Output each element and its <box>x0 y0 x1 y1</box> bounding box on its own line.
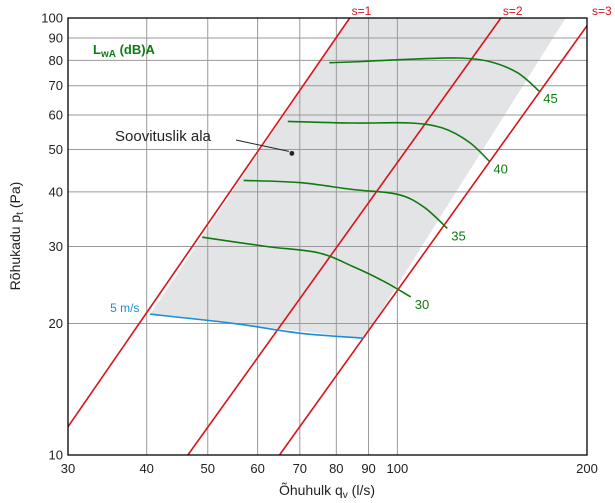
noise-level-label: 40 <box>493 161 507 176</box>
noise-level-label: 35 <box>451 228 465 243</box>
system-line-label: s=3 <box>592 4 612 18</box>
x-axis-title-unit: (l/s) <box>348 482 375 498</box>
y-axis-title-sub: t <box>15 212 26 215</box>
legend-title: LwA (dB)A <box>93 42 156 60</box>
y-tick-label: 70 <box>49 78 63 93</box>
x-tick-label: 60 <box>250 461 264 476</box>
velocity-label: 5 m/s <box>110 301 139 315</box>
legend-title-rest: (dB)A <box>116 42 156 57</box>
legend-title-sub: wA <box>100 49 116 60</box>
label-layer: s=1 s=2 s=3 45 40 35 30 5 m/s <box>110 4 612 315</box>
recommended-area-annotation: Soovituslik ala <box>115 128 212 145</box>
series-layer <box>68 18 587 455</box>
x-tick-label: 80 <box>329 461 343 476</box>
legend-title-main: L <box>93 42 101 57</box>
noise-level-label: 30 <box>415 297 429 312</box>
recommended-area-layer <box>150 18 566 339</box>
y-tick-label: 40 <box>49 184 63 199</box>
noise-curve-40 <box>287 120 490 162</box>
noise-level-label: 45 <box>543 91 557 106</box>
tick-label-layer: 30 40 50 60 70 80 90 100 200 10 20 30 40 50 60 70 80 90 10… <box>41 11 598 477</box>
y-tick-label: 60 <box>49 107 63 122</box>
y-axis-title: Rõhukadu pt (Pa) <box>7 182 26 291</box>
y-tick-label: 30 <box>49 239 63 254</box>
y-axis-title-main: Rõhukadu p <box>7 215 23 291</box>
y-tick-label: 100 <box>41 11 63 26</box>
noise-curve-30 <box>202 236 412 298</box>
x-axis-title-sub: v <box>343 490 348 501</box>
y-tick-label: 80 <box>49 53 63 68</box>
system-line-1 <box>68 18 351 428</box>
y-tick-label: 10 <box>49 448 63 463</box>
x-tick-label: 90 <box>361 461 375 476</box>
system-line-label: s=2 <box>503 4 523 18</box>
y-axis-title-unit: (Pa) <box>7 182 23 212</box>
annotation-leader-line <box>235 139 289 152</box>
grid-layer <box>68 18 587 455</box>
velocity-curve <box>150 313 365 339</box>
x-tick-label: 100 <box>387 461 409 476</box>
x-axis-title-main: Õhuhulk q <box>279 482 343 498</box>
x-tick-label: 30 <box>61 461 75 476</box>
system-line-label: s=1 <box>352 4 372 18</box>
recommended-area <box>150 18 566 339</box>
y-tick-label: 50 <box>49 142 63 157</box>
x-tick-label: 70 <box>293 461 307 476</box>
system-line-2 <box>187 18 502 455</box>
noise-curve-35 <box>243 179 448 229</box>
x-tick-label: 50 <box>201 461 215 476</box>
noise-curve-45 <box>329 57 540 92</box>
x-tick-label: 200 <box>576 461 598 476</box>
plot-frame <box>67 17 588 456</box>
x-tick-label: 40 <box>139 461 153 476</box>
annotation-point <box>289 150 295 156</box>
x-axis-title: Õhuhulk qv (l/s) <box>279 482 375 501</box>
system-line-3 <box>278 25 587 455</box>
y-tick-label: 90 <box>49 30 63 45</box>
y-tick-label: 20 <box>49 316 63 331</box>
